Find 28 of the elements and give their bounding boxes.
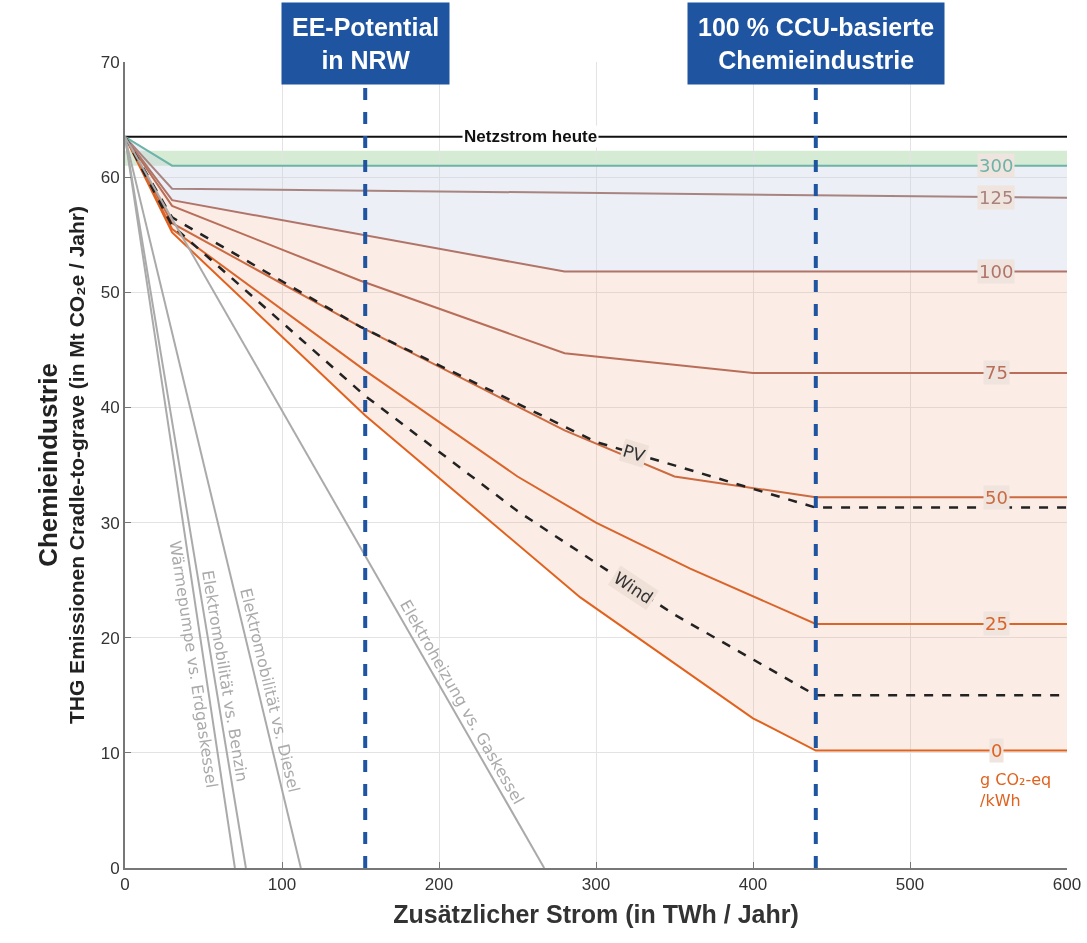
y-tick-label: 70 [100,52,120,72]
series-label: 0 [991,740,1003,761]
y-tick-label: 10 [100,743,120,763]
ref-line-label: 100 % CCU-basierte Chemieindustrie [698,13,935,74]
series-label: Netzstrom heute [464,127,598,146]
text: PV [620,440,648,466]
x-axis-title: Zusätzlicher Strom (in TWh / Jahr) [393,899,799,928]
y-tick-label: 40 [100,398,120,418]
x-tick-label: 600 [1052,875,1082,895]
series-label: 300 [979,155,1014,176]
y-tick-label: 20 [100,628,120,648]
series-label: 75 [985,362,1008,383]
y-tick-label: 0 [110,858,120,878]
y-tick-label: 60 [100,168,120,188]
y-tick-label: 30 [100,513,120,533]
x-tick-label: 300 [581,875,611,895]
series-label: 125 [979,187,1014,208]
y-tick-label: 50 [100,283,120,303]
ref-line-label: EE-Potential in NRW [292,13,440,74]
x-tick-label: 200 [424,875,454,895]
series-label: 25 [985,613,1008,634]
y-axis-title: Chemieindustrie THG Emissionen Cradle-to-grave (in Mt CO₂e / Jahr) [33,205,89,725]
x-tick-label: 500 [895,875,925,895]
series-label: 50 [985,487,1008,508]
x-tick-label: 100 [267,875,297,895]
annotation: g CO₂-eq /kWh [980,770,1052,810]
series-label: 100 [979,261,1014,282]
x-tick-label: 400 [738,875,768,895]
